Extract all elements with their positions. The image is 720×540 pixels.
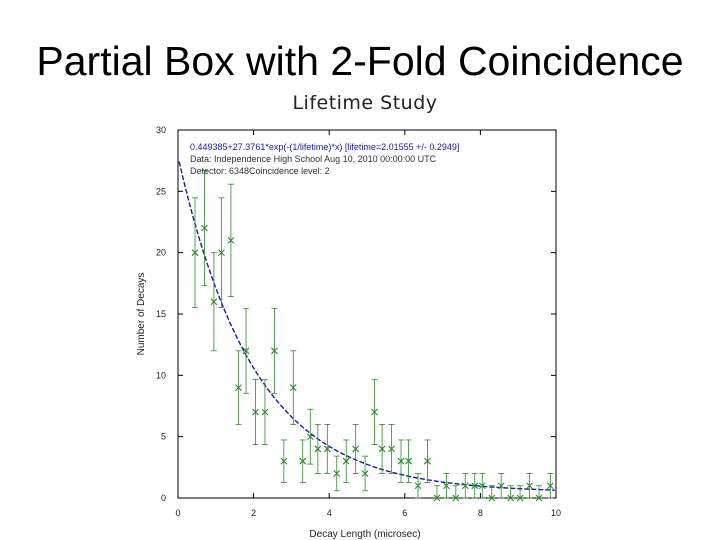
data-point [191,249,199,257]
data-point [242,347,250,355]
data-point [210,298,218,306]
data-point [497,482,505,490]
data-point [546,482,554,490]
data-point [201,224,208,232]
data-point [306,433,314,441]
y-tick-label: 5 [161,432,166,442]
annotation-line: Data: Independence High School Aug 10, 2… [190,154,437,164]
y-tick-label: 0 [161,493,166,503]
data-point [507,494,515,502]
data-point [314,445,322,453]
y-tick-label: 15 [156,309,166,319]
annotation-line: Detector: 6348Coincidence level: 2 [190,166,330,176]
x-tick-label: 2 [251,508,256,518]
data-point [280,457,288,465]
annotation-line: 0.449385+27.3761*exp(-(1/lifetime)*x) [l… [190,142,459,152]
data-point [227,237,235,244]
data-point [471,482,479,490]
x-tick-label: 6 [402,508,407,518]
data-point [378,445,386,453]
data-point [424,457,431,465]
data-point [361,470,369,477]
data-point [516,494,524,502]
slide-title: Partial Box with 2-Fold Coincidence [36,38,684,84]
data-point [371,408,378,416]
data-point [261,408,269,416]
data-point [461,482,469,490]
data-point [414,482,422,490]
data-point [252,408,259,416]
data-point [289,384,297,391]
y-axis-label: Number of Decays [136,273,147,356]
x-axis-label: Decay Length (microsec) [309,529,420,540]
data-point [452,494,460,502]
data-point [271,347,278,355]
data-point [433,494,441,502]
plot-frame [177,129,557,499]
data-point [397,457,405,465]
data-point [442,482,450,490]
data-point [218,249,225,257]
data-point [388,445,395,453]
data-point [478,482,486,490]
y-tick-label: 25 [156,186,166,196]
data-point [299,457,307,465]
chart-title: Lifetime Study [292,92,438,114]
data-point [535,494,543,502]
data-point [333,470,341,477]
y-tick-label: 10 [156,370,166,380]
fit-curve [178,161,555,491]
data-point [352,445,360,453]
data-point [235,384,242,391]
x-tick-label: 4 [327,508,332,518]
y-tick-label: 20 [156,248,166,258]
x-tick-label: 8 [478,508,483,518]
y-tick-label: 30 [156,125,166,135]
data-point [488,494,496,502]
data-point [342,457,350,465]
data-point [405,457,412,465]
x-tick-label: 0 [175,508,180,518]
x-tick-label: 10 [551,508,561,518]
data-point [526,482,533,490]
data-point [323,445,331,453]
